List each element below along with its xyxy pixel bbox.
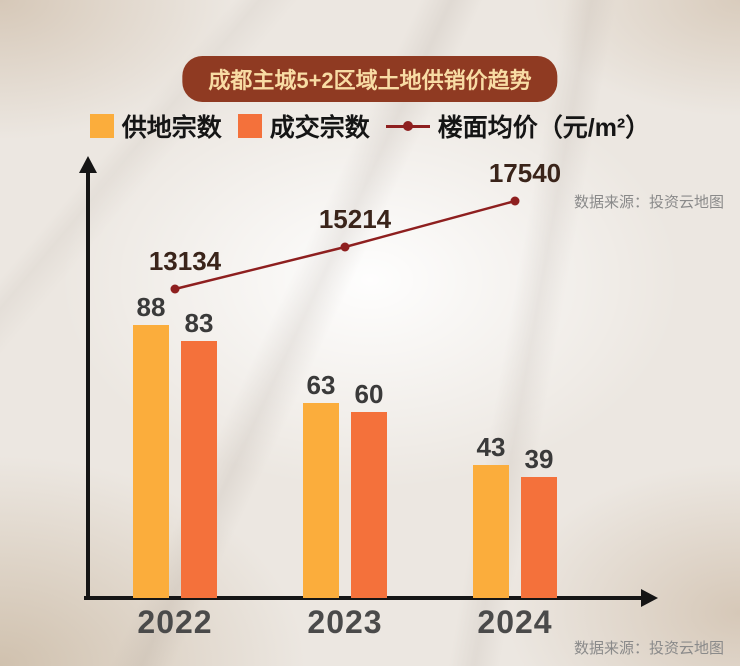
price-dot — [170, 284, 180, 294]
legend-label-price: 楼面均价（元/m²） — [437, 114, 651, 142]
price-value-label: 17540 — [488, 158, 562, 188]
bar-value-label: 88 — [136, 292, 166, 322]
deal-swatch-icon — [237, 114, 262, 138]
legend-label-supply: 供地宗数 — [121, 114, 222, 142]
data-source-top: 数据来源：投资云地图 — [573, 194, 724, 211]
bar-value-label: 63 — [306, 370, 336, 400]
bar-value-label: 60 — [354, 379, 384, 409]
x-axis-label-2022: 2022 — [137, 604, 213, 640]
y-axis — [86, 172, 90, 598]
legend-item-supply: 供地宗数 — [89, 108, 222, 144]
deal-bar — [521, 477, 557, 598]
x-axis-arrow-icon — [641, 589, 658, 607]
deal-bar — [351, 412, 387, 598]
supply-bar — [303, 403, 339, 598]
line-marker-icon — [385, 114, 430, 138]
bar-value-label: 43 — [476, 432, 506, 462]
bar-group-2023: 63 60 — [303, 372, 387, 598]
chart-title-badge: 成都主城5+2区域土地供销价趋势 — [182, 56, 558, 102]
x-axis-label-2024: 2024 — [477, 604, 553, 640]
price-value-label: 13134 — [148, 246, 222, 276]
price-dot — [510, 196, 520, 206]
x-axis-label-2023: 2023 — [307, 604, 383, 640]
price-dot — [340, 242, 350, 252]
bar-value-label: 83 — [184, 308, 214, 338]
x-axis — [84, 596, 642, 600]
legend-item-deal: 成交宗数 — [237, 108, 370, 144]
bar-col: 63 — [303, 372, 339, 598]
bar-col: 60 — [351, 381, 387, 598]
supply-bar — [473, 465, 509, 598]
price-value-label: 15214 — [318, 204, 392, 234]
y-axis-arrow-icon — [79, 156, 97, 173]
bar-group-2024: 43 39 — [473, 434, 557, 598]
bar-col: 88 — [133, 294, 169, 598]
legend-label-deal: 成交宗数 — [269, 114, 370, 142]
bar-col: 43 — [473, 434, 509, 598]
supply-swatch-icon — [89, 114, 114, 138]
bar-col: 83 — [181, 310, 217, 598]
deal-bar — [181, 341, 217, 598]
legend-item-price: 楼面均价（元/m²） — [385, 108, 651, 144]
bar-group-2022: 88 83 — [133, 294, 217, 598]
legend: 供地宗数 成交宗数 楼面均价（元/m²） — [0, 108, 740, 144]
bar-value-label: 39 — [524, 444, 554, 474]
bar-col: 39 — [521, 446, 557, 598]
supply-bar — [133, 325, 169, 598]
data-source-bottom: 数据来源：投资云地图 — [573, 640, 724, 657]
